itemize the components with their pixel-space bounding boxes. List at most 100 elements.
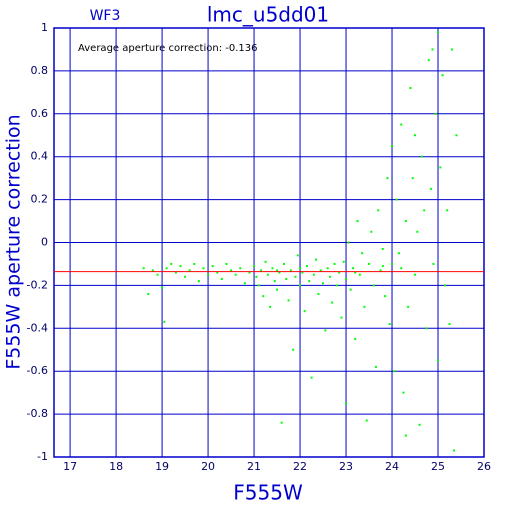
point [361,252,364,255]
point [338,271,341,274]
point [427,59,430,62]
point [253,265,256,268]
point [257,284,260,287]
x-tick-label: 24 [385,460,399,473]
point [409,87,412,90]
y-tick-label: 0.6 [31,107,49,120]
point [273,280,276,283]
point [381,265,384,268]
point [342,260,345,263]
chip-label: WF3 [90,8,121,24]
point [269,305,272,308]
point [301,271,304,274]
point [193,262,196,265]
point [446,209,449,212]
point [184,275,187,278]
point [280,421,283,424]
point [379,269,382,272]
point [354,271,357,274]
point [404,434,407,437]
point [292,348,295,351]
point [414,134,417,137]
point [317,292,320,295]
point [381,247,384,250]
x-tick-label: 25 [431,460,445,473]
point [430,187,433,190]
y-tick-label: 0.2 [31,193,49,206]
point [276,269,279,272]
point [147,292,150,295]
point [420,155,423,158]
point [248,271,251,274]
point [331,301,334,304]
x-tick-label: 23 [339,460,353,473]
x-tick-label: 26 [477,460,491,473]
point [407,305,410,308]
x-tick-label: 22 [293,460,307,473]
y-tick-label: -0.8 [27,407,48,420]
point [374,365,377,368]
point [391,144,394,147]
point [437,31,440,34]
x-tick-label: 18 [109,460,123,473]
point [395,198,398,201]
point [287,299,290,302]
point [299,267,302,270]
point [179,265,182,268]
point [423,209,426,212]
point [174,271,177,274]
point [388,323,391,326]
point [384,295,387,298]
point [328,275,331,278]
point [356,220,359,223]
point [400,123,403,126]
point [345,402,348,405]
point [308,280,311,283]
point [259,269,262,272]
point [207,273,210,276]
point [289,269,292,272]
x-tick-label: 17 [63,460,77,473]
point [400,267,403,270]
point [294,275,297,278]
point [365,419,368,422]
point [278,271,281,274]
point [439,166,442,169]
point [299,284,302,287]
point [312,273,315,276]
point [411,177,414,180]
point [368,262,371,265]
point [285,277,288,280]
point [322,282,325,285]
y-tick-label: -0.2 [27,278,48,291]
point [402,391,405,394]
point [453,449,456,452]
point [163,320,166,323]
point [216,271,219,274]
point [303,310,306,313]
point [220,277,223,280]
point [347,241,350,244]
point [282,262,285,265]
point [349,288,352,291]
point [448,323,451,326]
point [345,277,348,280]
point [431,48,434,51]
x-tick-label: 21 [247,460,261,473]
point [188,269,191,272]
point [211,265,214,268]
y-tick-label: -0.6 [27,364,48,377]
point [335,284,338,287]
point [333,262,336,265]
point [414,273,417,276]
point [391,262,394,265]
y-tick-label: 0.4 [31,150,49,163]
point [326,267,329,270]
point [377,209,380,212]
plot-frame [53,27,485,458]
point [271,267,274,270]
point [351,267,354,270]
x-tick-label: 20 [201,460,215,473]
